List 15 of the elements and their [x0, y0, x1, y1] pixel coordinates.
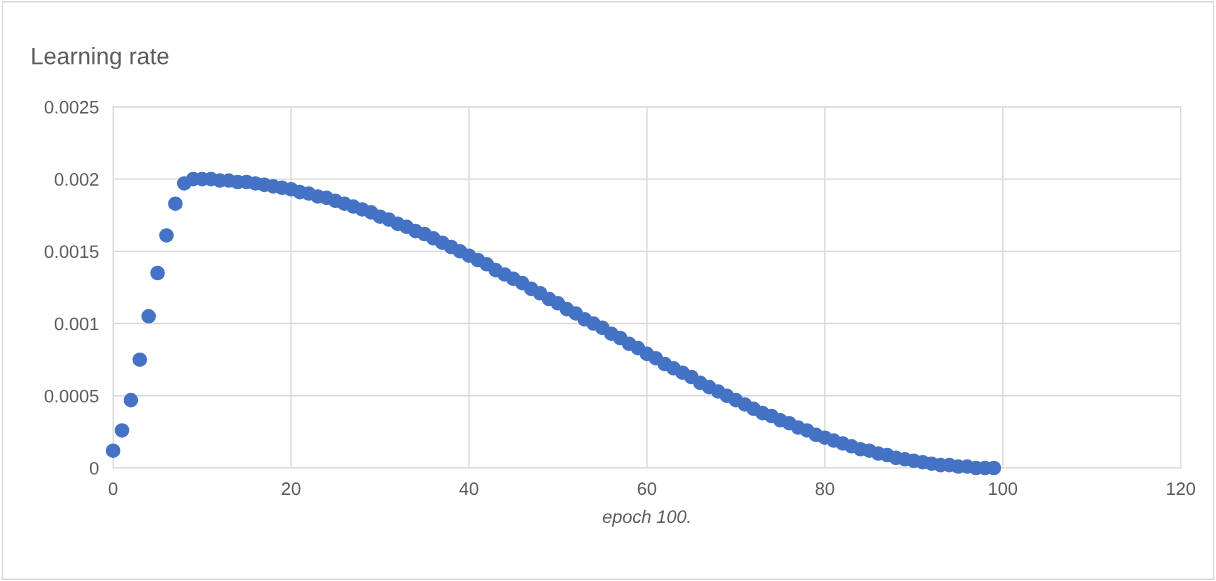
y-tick-label: 0.0025	[44, 100, 99, 114]
y-tick-label: 0.002	[54, 173, 99, 186]
x-tick-label: 20	[281, 482, 301, 496]
y-tick-label: 0	[89, 461, 99, 475]
x-axis-title: epoch 100.	[602, 509, 690, 527]
x-tick-label: 100	[989, 482, 1018, 496]
y-tick-label: 0.0005	[44, 389, 99, 403]
x-tick-label: 40	[459, 482, 479, 496]
y-tick-label: 0.001	[54, 317, 99, 331]
x-tick-label: 0	[108, 482, 118, 496]
y-tick-label: 0.0015	[44, 245, 99, 259]
x-tick-label: 80	[815, 482, 835, 496]
x-tick-label: 120	[1167, 482, 1196, 496]
x-tick-label: 60	[637, 482, 657, 496]
chart-title: Learning rate	[32, 47, 169, 70]
